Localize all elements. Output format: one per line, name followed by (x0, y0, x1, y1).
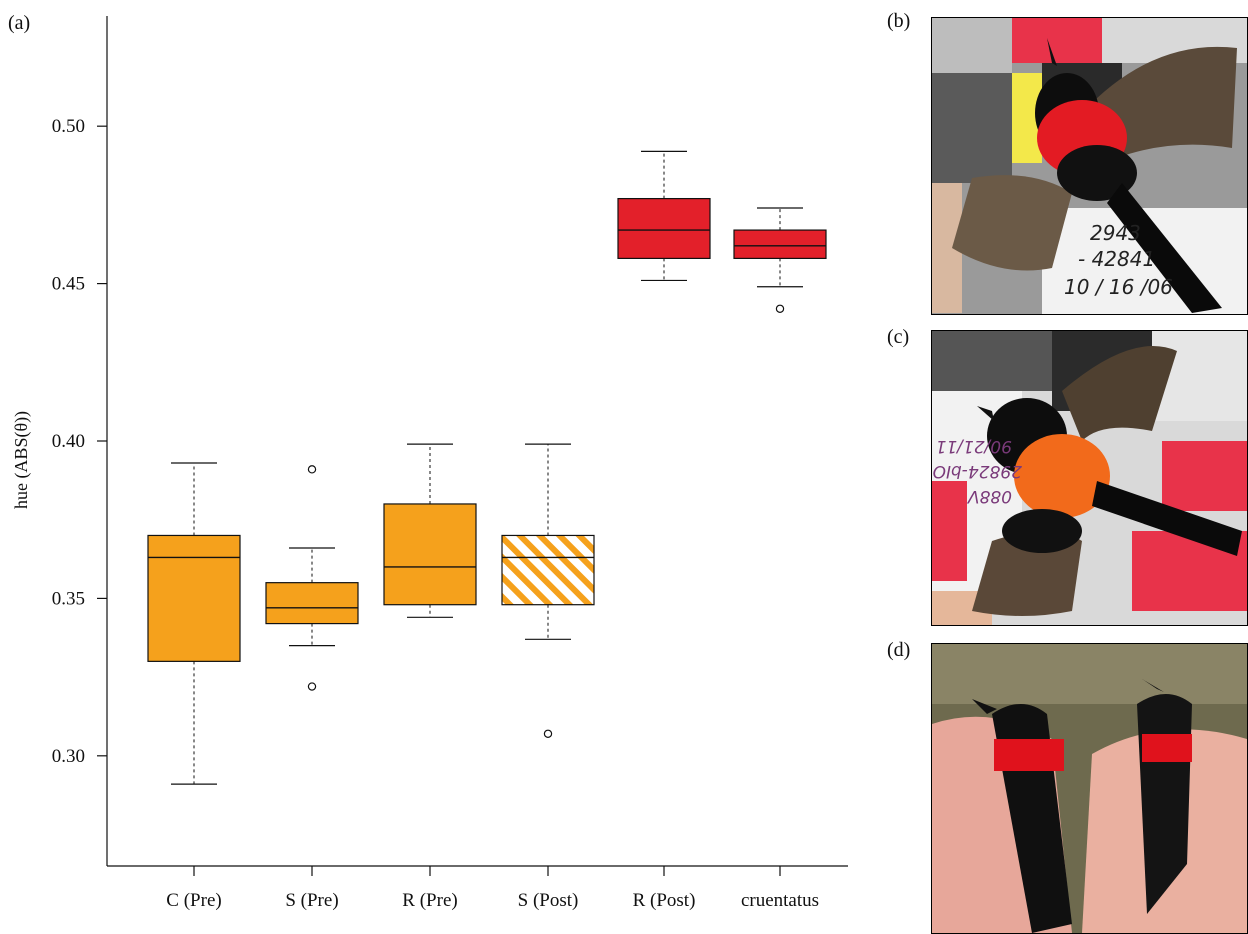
x-tick-label: S (Pre) (285, 890, 338, 911)
x-tick-label: C (Pre) (166, 890, 221, 911)
box-cruentatus (733, 229, 827, 260)
specimen-tag-c-line-1: 90/21/11 (936, 436, 1012, 456)
outlier-point (307, 465, 317, 474)
box-r-pre (383, 503, 477, 606)
panel-label-a: (a) (8, 12, 31, 34)
outlier-point (307, 682, 317, 691)
x-tick-label: cruentatus (741, 890, 819, 911)
panel-label-b: (b) (887, 10, 911, 32)
photo-b-bird-specimen-red: 2943 - 42841 10 / 16 /06 (931, 17, 1248, 315)
y-tick-label: 0.45 (52, 274, 85, 295)
bird-specimen-orange-illustration: 90/21/11 29824-bIO 088V (932, 331, 1247, 625)
y-tick-label: 0.50 (52, 116, 85, 137)
box-s-post (501, 534, 595, 606)
x-tick-label: R (Pre) (402, 890, 457, 911)
box-c-pre (147, 534, 241, 662)
box-s-pre (265, 582, 359, 625)
y-tick-label: 0.35 (52, 588, 85, 609)
y-tick-label: 0.30 (52, 746, 85, 767)
photo-c-bird-specimen-orange: 90/21/11 29824-bIO 088V (931, 330, 1248, 626)
y-axis-label: hue (ABS(θ)) (11, 411, 32, 509)
hue-boxplot: 0.30 0.35 0.40 0.45 0.50 C (Pre) S (Pre) R (Pre… (11, 16, 848, 911)
specimen-tag-line-2: - 42841 (1078, 247, 1155, 271)
live-birds-illustration (932, 644, 1247, 933)
specimen-tag-line-3: 10 / 16 /06 (1064, 275, 1173, 299)
outlier-point (775, 304, 785, 313)
bird-specimen-red-illustration: 2943 - 42841 10 / 16 /06 (932, 18, 1247, 314)
photo-d-live-birds-in-hands (931, 643, 1248, 934)
panel-label-d: (d) (887, 639, 911, 661)
box-r-post (617, 197, 711, 260)
specimen-tag-line-1: 2943 (1090, 221, 1141, 245)
x-tick-label: S (Post) (518, 890, 579, 911)
panel-label-c: (c) (887, 326, 910, 348)
x-tick-label: R (Post) (633, 890, 696, 911)
y-tick-label: 0.40 (52, 431, 85, 452)
outlier-point (543, 729, 553, 738)
specimen-tag-c-line-2: 29824-bIO (933, 461, 1022, 481)
specimen-tag-c-line-3: 088V (967, 486, 1012, 506)
